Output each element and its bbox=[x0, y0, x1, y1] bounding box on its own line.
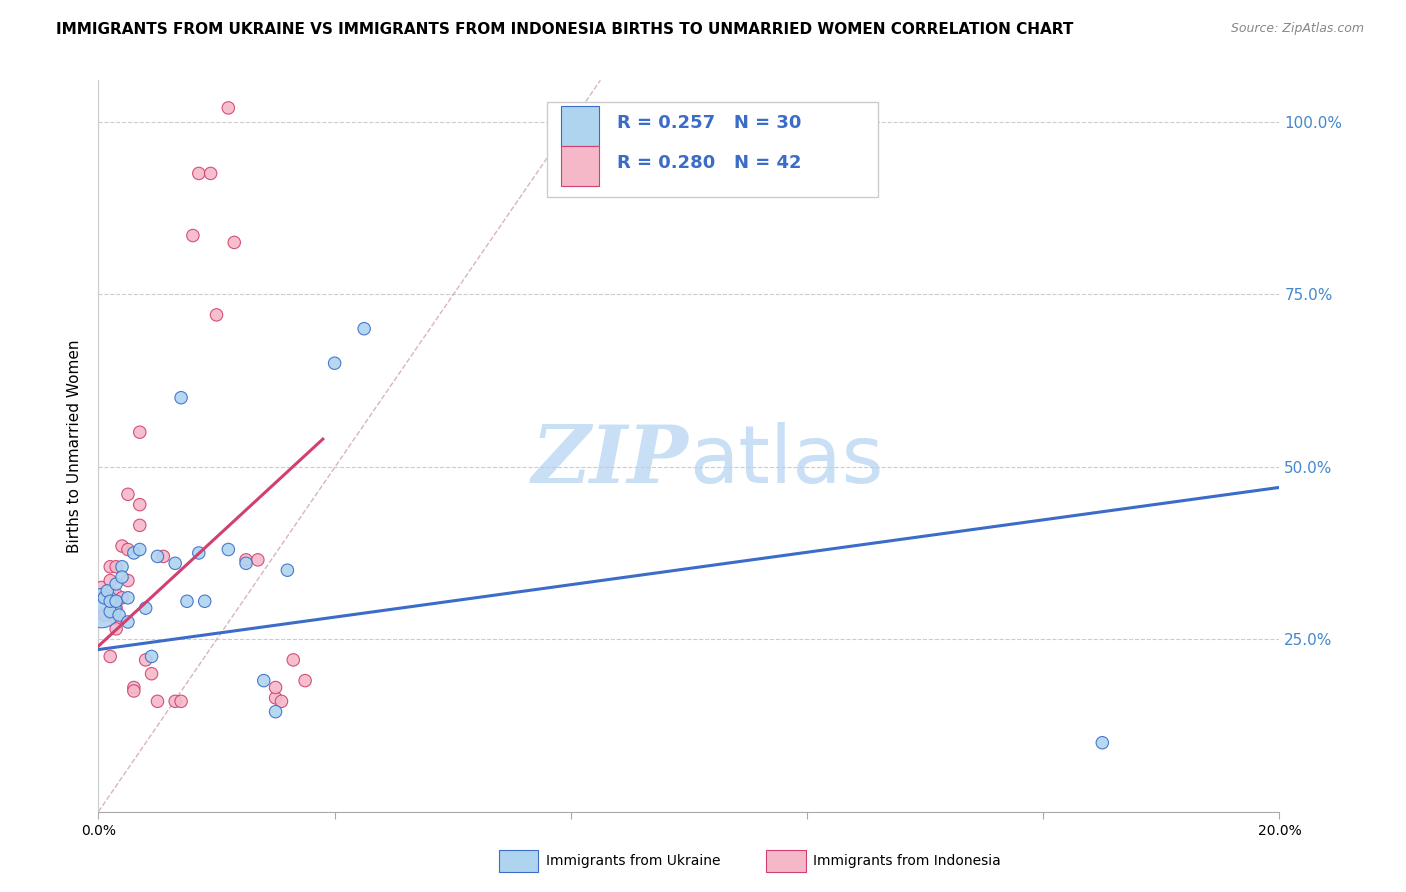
Point bbox=[117, 487, 139, 501]
Point bbox=[181, 228, 204, 243]
Point bbox=[152, 549, 174, 564]
Point bbox=[98, 649, 121, 664]
Point bbox=[98, 594, 121, 608]
Point bbox=[93, 591, 115, 605]
Point bbox=[217, 542, 239, 557]
Y-axis label: Births to Unmarried Women: Births to Unmarried Women bbox=[66, 339, 82, 553]
Point bbox=[187, 166, 209, 180]
Point bbox=[264, 705, 287, 719]
Point bbox=[264, 681, 287, 695]
Point bbox=[141, 666, 163, 681]
Point bbox=[111, 559, 134, 574]
Point bbox=[205, 308, 228, 322]
Point bbox=[105, 611, 128, 625]
FancyBboxPatch shape bbox=[547, 103, 877, 197]
Point bbox=[294, 673, 316, 688]
Point bbox=[170, 694, 193, 708]
Point bbox=[111, 570, 134, 584]
Point bbox=[246, 553, 269, 567]
Text: Source: ZipAtlas.com: Source: ZipAtlas.com bbox=[1230, 22, 1364, 36]
Point bbox=[108, 608, 131, 623]
Text: atlas: atlas bbox=[689, 422, 883, 500]
Point bbox=[105, 587, 128, 601]
Point bbox=[264, 690, 287, 705]
Point bbox=[98, 605, 121, 619]
Point bbox=[194, 594, 217, 608]
Point bbox=[111, 539, 134, 553]
Point bbox=[1091, 736, 1114, 750]
Point bbox=[135, 653, 157, 667]
Point bbox=[224, 235, 246, 250]
Point bbox=[93, 591, 115, 605]
FancyBboxPatch shape bbox=[561, 146, 599, 186]
Text: IMMIGRANTS FROM UKRAINE VS IMMIGRANTS FROM INDONESIA BIRTHS TO UNMARRIED WOMEN C: IMMIGRANTS FROM UKRAINE VS IMMIGRANTS FR… bbox=[56, 22, 1074, 37]
Point bbox=[117, 574, 139, 588]
Point bbox=[128, 542, 150, 557]
Point bbox=[283, 653, 305, 667]
Point bbox=[165, 557, 187, 571]
Point bbox=[105, 594, 128, 608]
Point bbox=[128, 498, 150, 512]
Point bbox=[105, 622, 128, 636]
Point bbox=[253, 673, 276, 688]
Point bbox=[117, 591, 139, 605]
Point bbox=[117, 615, 139, 629]
Point bbox=[146, 694, 169, 708]
Point bbox=[105, 577, 128, 591]
Text: R = 0.257   N = 30: R = 0.257 N = 30 bbox=[617, 113, 801, 132]
Point bbox=[217, 101, 239, 115]
Text: Immigrants from Indonesia: Immigrants from Indonesia bbox=[813, 854, 1001, 868]
Text: R = 0.280   N = 42: R = 0.280 N = 42 bbox=[617, 154, 801, 172]
Point bbox=[98, 594, 121, 608]
Point bbox=[276, 563, 298, 577]
Point bbox=[105, 559, 128, 574]
Point bbox=[235, 553, 257, 567]
Point bbox=[98, 559, 121, 574]
Point bbox=[98, 574, 121, 588]
Point bbox=[187, 546, 209, 560]
Point bbox=[146, 549, 169, 564]
Point bbox=[235, 557, 257, 571]
Point bbox=[117, 542, 139, 557]
Point bbox=[270, 694, 292, 708]
Point bbox=[122, 684, 145, 698]
Point bbox=[105, 594, 128, 608]
Point bbox=[141, 649, 163, 664]
Point bbox=[90, 581, 112, 595]
Point bbox=[170, 391, 193, 405]
Point bbox=[200, 166, 222, 180]
Point bbox=[323, 356, 346, 370]
Point bbox=[122, 681, 145, 695]
Point bbox=[176, 594, 198, 608]
Point bbox=[90, 601, 112, 615]
Point bbox=[128, 425, 150, 440]
Point bbox=[128, 518, 150, 533]
FancyBboxPatch shape bbox=[561, 106, 599, 146]
Point bbox=[93, 608, 115, 623]
Point bbox=[111, 591, 134, 605]
Point bbox=[122, 546, 145, 560]
Point bbox=[96, 583, 118, 598]
Point bbox=[353, 321, 375, 335]
Point bbox=[135, 601, 157, 615]
Point bbox=[105, 601, 128, 615]
Point bbox=[165, 694, 187, 708]
Text: Immigrants from Ukraine: Immigrants from Ukraine bbox=[546, 854, 720, 868]
Text: ZIP: ZIP bbox=[531, 422, 689, 500]
